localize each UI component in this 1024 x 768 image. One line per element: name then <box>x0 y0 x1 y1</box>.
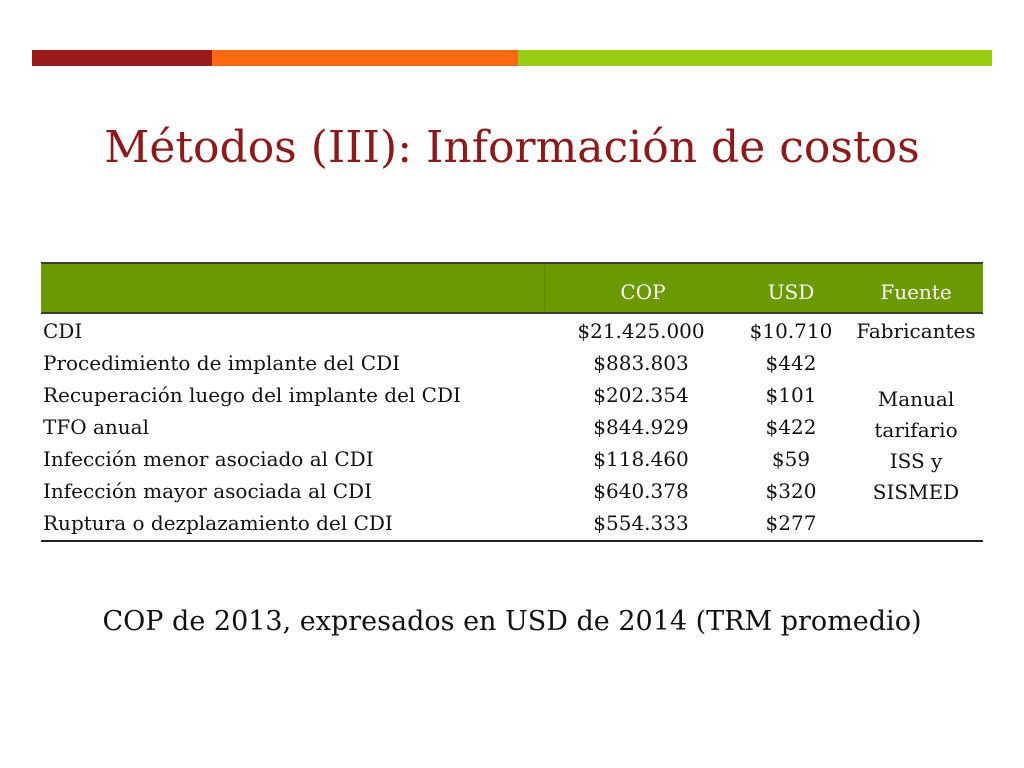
footnote: COP de 2013, expresados en USD de 2014 (… <box>102 606 922 637</box>
table-row: TFO anual $844.929 $422 <box>41 415 983 447</box>
source-line: ISS y <box>889 449 943 473</box>
table-header: COP USD Fuente <box>41 262 983 314</box>
row-cop: $202.354 <box>593 383 689 407</box>
row-item: Ruptura o dezplazamiento del CDI <box>43 511 393 535</box>
row-item: TFO anual <box>43 415 149 439</box>
accent-bar-green <box>518 50 992 66</box>
table-row: Ruptura o dezplazamiento del CDI $554.33… <box>41 511 983 543</box>
row-usd: $101 <box>765 383 817 407</box>
cost-table: COP USD Fuente CDI $21.425.000 $10.710 F… <box>41 262 983 542</box>
row-source: Fabricantes <box>856 319 976 343</box>
row-item: Procedimiento de implante del CDI <box>43 351 401 375</box>
row-usd: $320 <box>765 479 817 503</box>
table-row: Infección mayor asociada al CDI $640.378… <box>41 479 983 511</box>
row-cop: $118.460 <box>593 447 689 471</box>
row-item: Infección menor asociado al CDI <box>43 447 374 471</box>
source-line: tarifario <box>874 418 958 442</box>
table-row: Infección menor asociado al CDI $118.460… <box>41 447 983 479</box>
row-usd: $442 <box>765 351 817 375</box>
row-cop: $640.378 <box>593 479 689 503</box>
header-source: Fuente <box>880 280 952 304</box>
accent-bar-orange <box>212 50 518 66</box>
header-usd: USD <box>767 280 815 304</box>
source-line: SISMED <box>872 480 960 504</box>
header-cop: COP <box>620 280 666 304</box>
row-usd: $10.710 <box>749 319 833 343</box>
row-usd: $277 <box>765 511 817 535</box>
slide-title: Métodos (III): Información de costos <box>104 122 920 173</box>
row-usd: $422 <box>765 415 817 439</box>
accent-bar-red <box>32 50 212 66</box>
header-divider <box>544 264 545 312</box>
row-cop: $554.333 <box>593 511 689 535</box>
merged-source-cell: Manual tarifario ISS y SISMED <box>847 384 985 508</box>
row-cop: $844.929 <box>593 415 689 439</box>
table-bottom-rule <box>41 540 983 542</box>
row-cop: $21.425.000 <box>577 319 705 343</box>
row-usd: $59 <box>771 447 811 471</box>
source-line: Manual <box>877 387 955 411</box>
row-item: Recuperación luego del implante del CDI <box>43 383 461 407</box>
table-row: Recuperación luego del implante del CDI … <box>41 383 983 415</box>
row-item: CDI <box>43 319 83 343</box>
table-row: Procedimiento de implante del CDI $883.8… <box>41 351 983 383</box>
row-item: Infección mayor asociada al CDI <box>43 479 372 503</box>
row-cop: $883.803 <box>593 351 689 375</box>
table-row: CDI $21.425.000 $10.710 Fabricantes <box>41 319 983 351</box>
